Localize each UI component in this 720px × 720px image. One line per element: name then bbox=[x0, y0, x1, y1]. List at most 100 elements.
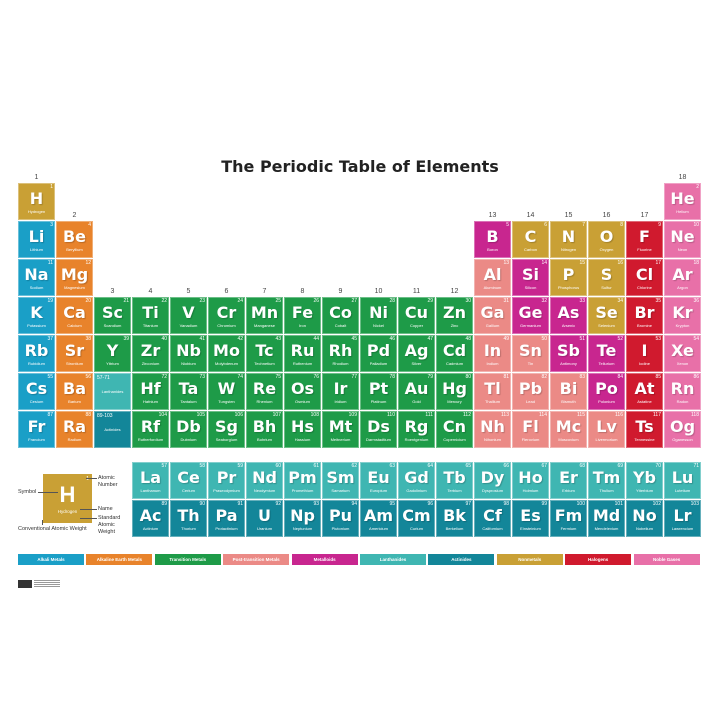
element-symbol: Pb bbox=[518, 379, 543, 398]
element-symbol: Tl bbox=[484, 379, 501, 398]
element-name: Osmium bbox=[295, 399, 310, 404]
element-cell-hs: 108 Hs Hassium bbox=[284, 411, 321, 448]
element-symbol: P bbox=[562, 265, 575, 284]
atomic-number: 43 bbox=[275, 336, 281, 342]
atomic-number: 112 bbox=[463, 412, 471, 418]
element-symbol: Bk bbox=[443, 506, 466, 525]
element-symbol: Es bbox=[520, 506, 541, 525]
atomic-number: 3 bbox=[50, 222, 53, 228]
element-cell-rn: 86 Rn Radon bbox=[664, 373, 701, 410]
element-name: Germanium bbox=[520, 323, 541, 328]
group-label-16: 16 bbox=[602, 212, 611, 219]
element-name: Francium bbox=[28, 437, 45, 442]
element-name: Sodium bbox=[29, 285, 44, 290]
atomic-number: 76 bbox=[313, 374, 319, 380]
element-cell-ni: 28 Ni Nickel bbox=[360, 297, 397, 334]
atomic-number: 110 bbox=[387, 412, 395, 418]
element-name: Thallium bbox=[484, 399, 501, 404]
element-name: Argon bbox=[677, 285, 688, 290]
element-symbol: Rh bbox=[328, 341, 353, 360]
atomic-number: 37 bbox=[47, 336, 53, 342]
element-cell-dy: 66 Dy Dysprosium bbox=[474, 462, 511, 499]
element-symbol: Br bbox=[634, 303, 655, 322]
element-name: Astatine bbox=[637, 399, 652, 404]
element-name: Platinum bbox=[370, 399, 387, 404]
element-name: Fermium bbox=[560, 526, 577, 531]
element-name: Nitrogen bbox=[560, 247, 577, 252]
element-name: Scandium bbox=[103, 323, 122, 328]
element-cell-y: 39 Y Yttrium bbox=[94, 335, 131, 372]
atomic-number: 101 bbox=[614, 501, 623, 507]
element-name: Antimony bbox=[560, 361, 577, 366]
element-cell-at: 85 At Astatine bbox=[626, 373, 663, 410]
key-name: Hydrogen bbox=[57, 509, 78, 514]
element-cell-ra: 88 Ra Radium bbox=[56, 411, 93, 448]
element-name: Polonium bbox=[598, 399, 615, 404]
element-symbol: Fl bbox=[522, 417, 539, 436]
atomic-number: 52 bbox=[617, 336, 623, 342]
element-cell-b: 5 B Boron bbox=[474, 221, 511, 258]
element-name: Cobalt bbox=[334, 323, 347, 328]
element-symbol: Np bbox=[290, 506, 315, 525]
element-name: Fluorine bbox=[637, 247, 652, 252]
element-name: Rubidium bbox=[28, 361, 45, 366]
element-symbol: O bbox=[599, 227, 614, 246]
element-cell-kr: 36 Kr Krypton bbox=[664, 297, 701, 334]
element-cell-u: 92 U Uranium bbox=[246, 500, 283, 537]
atomic-number: 102 bbox=[652, 501, 661, 507]
element-name: Lutetium bbox=[674, 488, 691, 493]
element-cell-og: 118 Og Oganesson bbox=[664, 411, 701, 448]
element-cell-ca: 20 Ca Calcium bbox=[56, 297, 93, 334]
element-name: Xenon bbox=[676, 361, 689, 366]
element-symbol: Ir bbox=[333, 379, 348, 398]
element-symbol: Lv bbox=[596, 417, 617, 436]
element-symbol: K bbox=[30, 303, 43, 322]
element-symbol: Th bbox=[177, 506, 200, 525]
element-name: Rhodium bbox=[332, 361, 349, 366]
atomic-number: 4 bbox=[88, 222, 91, 228]
element-symbol: Li bbox=[28, 227, 45, 246]
atomic-number: 74 bbox=[237, 374, 243, 380]
element-symbol: Cr bbox=[216, 303, 237, 322]
element-name: Plutonium bbox=[331, 526, 350, 531]
atomic-number: 84 bbox=[617, 374, 623, 380]
element-symbol: Fm bbox=[554, 506, 583, 525]
element-name: Oxygen bbox=[599, 247, 614, 252]
element-name: Vanadium bbox=[179, 323, 198, 328]
element-cell-nd: 60 Nd Neodymium bbox=[246, 462, 283, 499]
element-name: Californium bbox=[482, 526, 503, 531]
element-name: Lawrencium bbox=[671, 526, 694, 531]
element-symbol: Ac bbox=[139, 506, 162, 525]
group-label-13: 13 bbox=[488, 212, 497, 219]
element-symbol: Am bbox=[363, 506, 394, 525]
element-symbol: Ru bbox=[290, 341, 315, 360]
atomic-number: 20 bbox=[85, 298, 91, 304]
element-symbol: Lu bbox=[671, 468, 694, 487]
element-symbol: Sc bbox=[101, 303, 123, 322]
element-cell-tl: 81 Tl Thallium bbox=[474, 373, 511, 410]
key-symbol: H bbox=[59, 482, 76, 507]
element-cell-ac: 89 Ac Actinium bbox=[132, 500, 169, 537]
element-cell-eu: 63 Eu Europium bbox=[360, 462, 397, 499]
element-symbol: Be bbox=[62, 227, 87, 246]
element-cell-ba: 56 Ba Barium bbox=[56, 373, 93, 410]
atomic-number: 66 bbox=[503, 463, 509, 469]
element-cell-bi: 83 Bi Bismuth bbox=[550, 373, 587, 410]
element-cell-ds: 110 Ds Darmstadtium bbox=[360, 411, 397, 448]
element-name: Arsenic bbox=[561, 323, 576, 328]
atomic-number: 31 bbox=[503, 298, 509, 304]
atomic-number: 111 bbox=[425, 412, 433, 418]
element-cell-rb: 37 Rb Rubidium bbox=[18, 335, 55, 372]
element-symbol: Yb bbox=[632, 468, 657, 487]
element-symbol: Sb bbox=[557, 341, 580, 360]
element-cell-bk: 97 Bk Berkelium bbox=[436, 500, 473, 537]
element-symbol: Ca bbox=[63, 303, 86, 322]
element-cell-c: 6 C Carbon bbox=[512, 221, 549, 258]
atomic-number: 61 bbox=[313, 463, 319, 469]
element-cell-in: 49 In Indium bbox=[474, 335, 511, 372]
element-symbol: Mo bbox=[213, 341, 240, 360]
atomic-number: 33 bbox=[579, 298, 585, 304]
element-symbol: Fr bbox=[27, 417, 46, 436]
atomic-number: 53 bbox=[655, 336, 661, 342]
element-cell-n: 7 N Nitrogen bbox=[550, 221, 587, 258]
